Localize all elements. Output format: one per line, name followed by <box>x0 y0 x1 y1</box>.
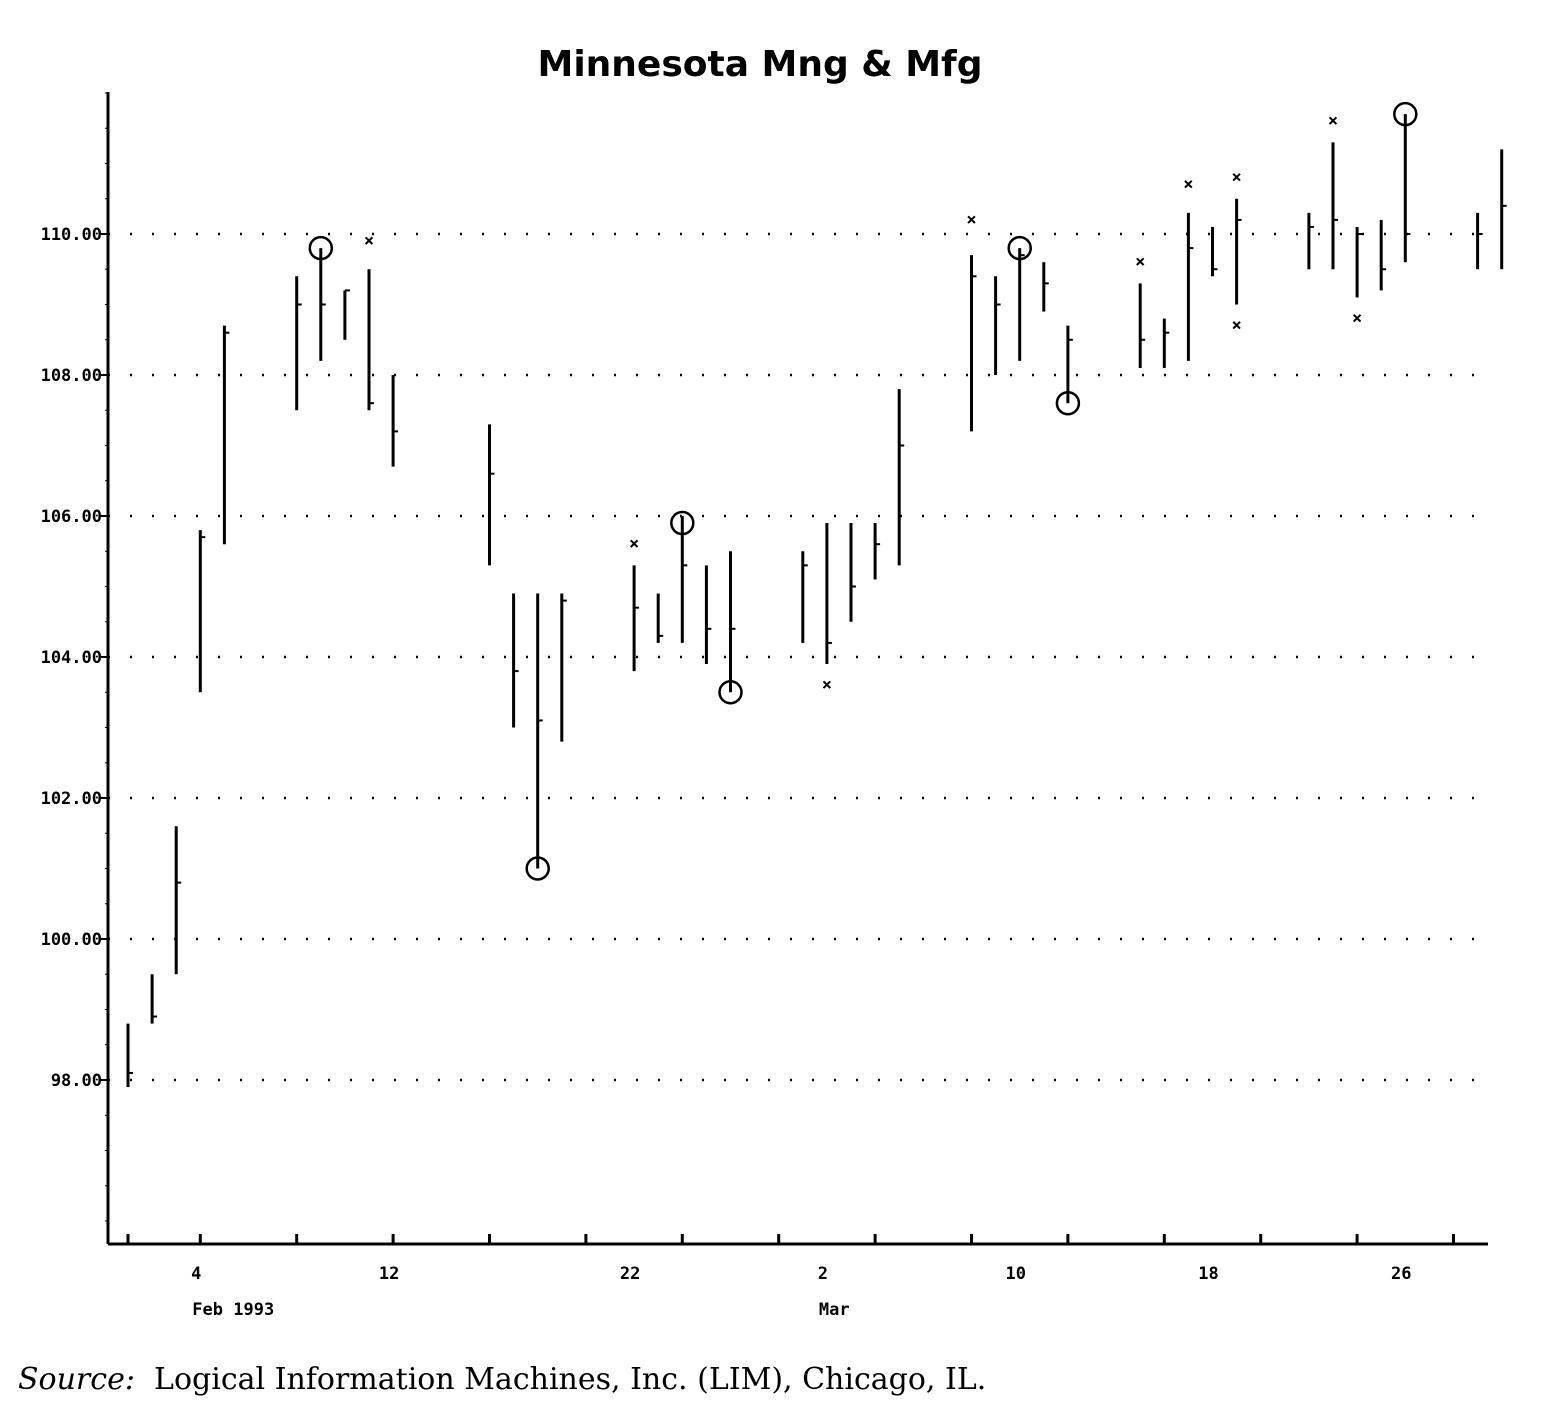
x-marker: × <box>822 675 832 695</box>
circle-marker <box>525 856 550 881</box>
x-tick-label: 18 <box>1198 1264 1218 1284</box>
source-label: Source: <box>18 1362 135 1397</box>
x-marker: × <box>1183 175 1193 195</box>
y-tick-label: 110.00 <box>41 225 102 245</box>
x-marker: × <box>1135 252 1145 272</box>
y-tick-label: 104.00 <box>41 648 102 668</box>
x-tick-label: 4 <box>191 1264 201 1284</box>
stock-chart: Minnesota Mng & Mfg 98.00100.00102.00104… <box>41 44 1507 1320</box>
y-tick-label: 100.00 <box>41 930 102 950</box>
circle-marker <box>718 680 743 705</box>
x-tick-label: 22 <box>620 1264 640 1284</box>
markers: × × × × × × × × × × <box>308 101 1418 881</box>
y-tick-label: 108.00 <box>41 366 102 386</box>
x-tick-label: 10 <box>1005 1264 1025 1284</box>
chart-title: Minnesota Mng & Mfg <box>538 44 983 85</box>
x-tick-label: 26 <box>1391 1264 1411 1284</box>
x-month-label: Mar <box>819 1300 850 1320</box>
circle-marker <box>670 510 695 536</box>
circle-marker <box>1007 235 1032 261</box>
x-month-label: Feb 1993 <box>192 1300 274 1320</box>
x-marker: × <box>1231 168 1241 188</box>
y-axis-ticks: 98.00 100.00 102.00 104.00 106.00 108.00 110.0… <box>41 92 108 1222</box>
grid-lines <box>108 232 1478 1082</box>
x-marker: × <box>1352 309 1362 329</box>
x-marker: × <box>1328 111 1338 131</box>
circle-marker <box>1393 101 1418 127</box>
source-note: Source: Logical Information Machines, In… <box>18 1362 986 1397</box>
y-tick-label: 102.00 <box>41 789 102 809</box>
x-marker: × <box>629 534 639 554</box>
x-marker: × <box>1231 316 1241 336</box>
axes <box>106 92 1488 1246</box>
source-text: Logical Information Machines, Inc. (LIM)… <box>154 1362 987 1397</box>
circle-marker <box>308 235 334 261</box>
x-tick-label: 12 <box>379 1264 399 1284</box>
x-marker: × <box>364 231 374 251</box>
y-tick-label: 98.00 <box>51 1071 102 1091</box>
circle-marker <box>1055 390 1081 416</box>
x-tick-label: 2 <box>818 1264 828 1284</box>
y-tick-label: 106.00 <box>41 507 102 527</box>
x-marker: × <box>966 210 976 230</box>
price-bars <box>126 114 1507 1088</box>
